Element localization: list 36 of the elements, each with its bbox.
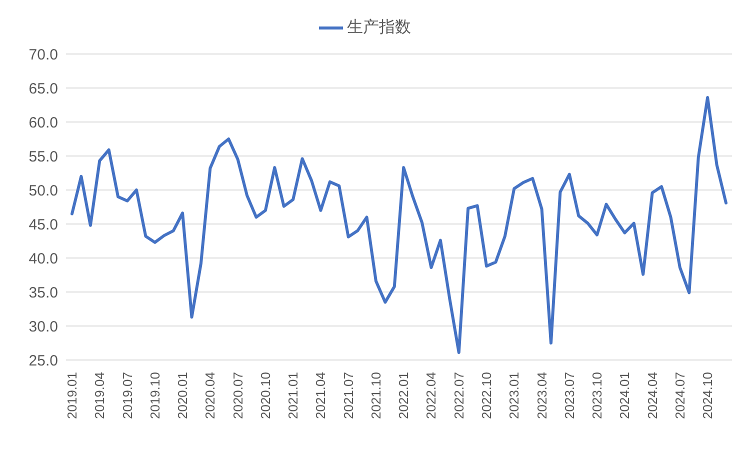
x-tick-label: 2020.10 — [258, 372, 273, 419]
y-tick-label: 25.0 — [28, 352, 58, 370]
x-tick-label: 2022.07 — [451, 372, 466, 419]
line-series — [70, 96, 728, 354]
x-tick-label: 2019.10 — [147, 372, 162, 419]
y-tick-label: 40.0 — [28, 250, 58, 268]
y-tick-label: 35.0 — [28, 284, 58, 302]
x-tick-label: 2023.04 — [534, 372, 550, 419]
x-tick-label: 2021.04 — [313, 372, 328, 419]
x-tick-label: 2023.07 — [562, 372, 577, 419]
x-tick-label: 2020.04 — [202, 372, 218, 419]
x-tick-label: 2021.07 — [340, 372, 356, 419]
x-tick-label: 2021.10 — [368, 372, 384, 419]
y-tick-label: 65.0 — [28, 80, 58, 98]
y-tick-label: 60.0 — [28, 114, 58, 132]
x-tick-label: 2022.04 — [424, 372, 439, 419]
x-tick-label: 2024.01 — [617, 372, 632, 419]
x-tick-label: 2023.10 — [590, 372, 605, 419]
y-tick-label: 30.0 — [28, 318, 58, 336]
x-tick-label: 2023.01 — [506, 372, 522, 419]
y-tick-label: 50.0 — [28, 182, 58, 200]
legend-label: 生产指数 — [347, 19, 411, 36]
x-tick-label: 2019.07 — [120, 372, 135, 419]
y-tick-label: 45.0 — [28, 216, 58, 234]
x-tick-label: 2021.01 — [286, 372, 301, 419]
x-tick-label: 2019.01 — [64, 372, 80, 419]
x-tick-label: 2020.07 — [230, 372, 246, 419]
x-tick-label: 2024.04 — [644, 372, 660, 419]
y-tick-label: 70.0 — [28, 46, 58, 64]
x-tick-label: 2022.01 — [396, 372, 412, 419]
x-tick-label: 2024.10 — [700, 372, 716, 419]
y-tick-label: 55.0 — [28, 148, 58, 166]
x-tick-label: 2019.04 — [92, 372, 108, 419]
x-tick-label: 2024.07 — [672, 372, 688, 419]
x-tick-label: 2022.10 — [479, 372, 494, 419]
x-tick-label: 2020.01 — [175, 372, 190, 419]
